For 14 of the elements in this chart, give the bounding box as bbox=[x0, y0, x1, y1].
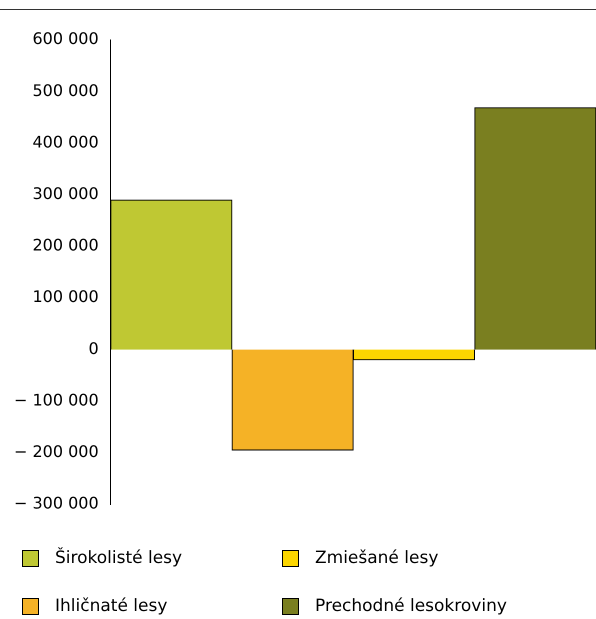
y-tick-label: 300 000 bbox=[32, 184, 99, 203]
legend-label: Širokolisté lesy bbox=[55, 548, 182, 568]
y-tick-label: − 100 000 bbox=[14, 390, 99, 410]
y-tick-label: − 300 000 bbox=[14, 494, 99, 513]
y-tick-label: − 200 000 bbox=[14, 442, 99, 461]
legend-label: Ihličnaté lesy bbox=[55, 596, 168, 616]
y-tick-label: 200 000 bbox=[32, 236, 99, 255]
y-tick-label: 600 000 bbox=[32, 29, 99, 48]
y-tick-label: 400 000 bbox=[32, 132, 99, 152]
legend-label: Prechodné lesokroviny bbox=[315, 596, 507, 616]
y-tick-label: 500 000 bbox=[32, 80, 99, 100]
y-tick-label: 100 000 bbox=[32, 287, 99, 306]
legend-label: Zmiešané lesy bbox=[315, 548, 438, 568]
y-tick-label: 0 bbox=[88, 338, 99, 358]
